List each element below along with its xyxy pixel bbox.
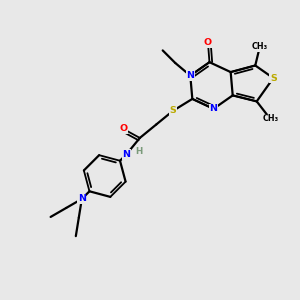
Text: N: N [78, 194, 86, 203]
Text: S: S [169, 106, 176, 116]
Text: CH₃: CH₃ [262, 114, 278, 123]
Text: N: N [186, 71, 194, 80]
Text: N: N [122, 150, 130, 159]
Text: S: S [270, 74, 277, 82]
Text: N: N [209, 104, 217, 113]
Text: H: H [135, 147, 142, 156]
Text: O: O [204, 38, 212, 47]
Text: O: O [119, 124, 128, 134]
Text: CH₃: CH₃ [252, 42, 268, 51]
